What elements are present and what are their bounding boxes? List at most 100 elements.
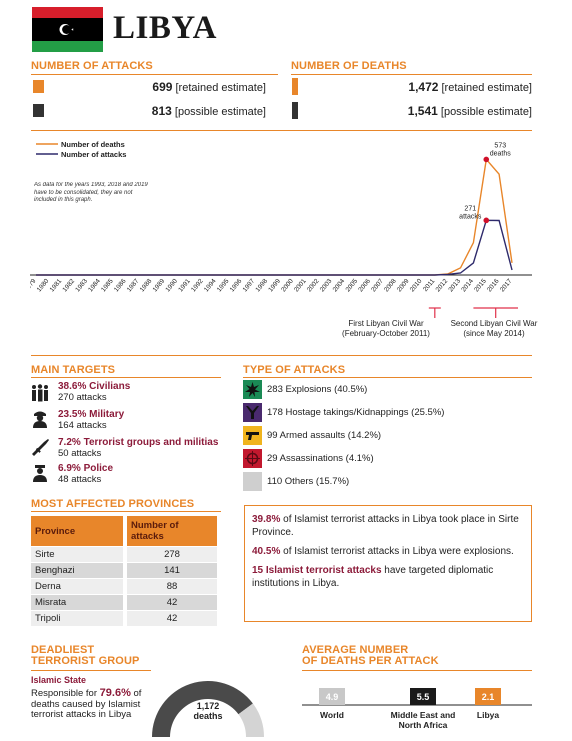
attack-type-hostage: 178 Hostage takings/Kidnappings (25.5%) <box>243 403 444 422</box>
annotation-attacks-label: attacks <box>459 213 482 220</box>
fact-item: 15 Islamist terrorist attacks have targe… <box>252 565 494 589</box>
deaths-retained-bar <box>292 78 298 95</box>
deadliest-donut: 1,172 deaths <box>152 681 264 737</box>
x-tick-label: 1982 <box>61 277 76 293</box>
deaths-attacks-chart: Number of deaths Number of attacks As da… <box>30 140 532 318</box>
deadliest-title: DEADLIEST TERRORIST GROUP <box>31 644 140 667</box>
x-tick-label: 1981 <box>49 277 64 293</box>
provinces-title: MOST AFFECTED PROVINCES <box>31 498 195 510</box>
explosion-icon <box>243 380 262 399</box>
col-province: Province <box>31 516 123 546</box>
x-tick-label: 2001 <box>293 277 308 293</box>
attack-type-armed: 99 Armed assaults (14.2%) <box>243 426 381 445</box>
provinces-table: Province Number of attacks Sirte 278 Beng… <box>31 515 217 627</box>
x-tick-label: 1995 <box>216 277 231 293</box>
x-tick-label: 1985 <box>100 277 115 293</box>
donut-share-segment <box>152 681 253 737</box>
civilians-icon <box>32 384 48 402</box>
peak-attacks-point <box>483 217 490 224</box>
avg-bar-value: 4.9 <box>326 692 339 702</box>
x-tick-label: 2005 <box>344 277 359 293</box>
main-targets-title: MAIN TARGETS <box>31 364 116 376</box>
x-tick-label: 1979 <box>30 277 38 293</box>
x-tick-label: 1980 <box>36 277 51 293</box>
gun-icon <box>243 426 262 445</box>
attack-type-assassinations: 29 Assassinations (4.1%) <box>243 449 374 468</box>
x-tick-label: 2016 <box>486 277 501 293</box>
avg-bar-label-2: North Africa <box>399 720 448 730</box>
x-tick-label: 2007 <box>370 277 385 293</box>
attacks-possible-bar <box>33 104 44 117</box>
x-tick-label: 2017 <box>499 277 514 293</box>
x-tick-label: 1999 <box>267 277 282 293</box>
deadliest-description: Responsible for 79.6% of deaths caused b… <box>31 687 142 720</box>
attack-type-explosions: 283 Explosions (40.5%) <box>243 380 367 399</box>
chart-legend: Number of deaths Number of attacks <box>36 140 126 159</box>
avg-bar-label: Middle East and <box>391 710 456 720</box>
x-tick-label: 1983 <box>74 277 89 293</box>
x-tick-label: 1984 <box>87 277 102 293</box>
x-tick-label: 2010 <box>409 277 424 293</box>
police-icon <box>33 465 47 482</box>
attack-type-others: 110 Others (15.7%) <box>243 472 349 491</box>
fact-item: 40.5% of Islamist terrorist attacks in L… <box>252 546 514 557</box>
x-tick-label: 1998 <box>254 277 269 293</box>
x-tick-label: 2004 <box>332 277 347 293</box>
avg-bar <box>475 688 501 705</box>
table-row: Derna 88 <box>31 579 217 594</box>
hostage-icon <box>243 403 262 422</box>
table-row: Misrata 42 <box>31 595 217 610</box>
x-tick-label: 1991 <box>177 277 192 293</box>
deaths-title: NUMBER OF DEATHS <box>291 60 407 72</box>
x-tick-label: 2008 <box>383 277 398 293</box>
x-tick-label: 1988 <box>139 277 154 293</box>
deaths-possible-bar <box>292 102 298 119</box>
col-attacks: Number of attacks <box>127 516 217 546</box>
x-tick-label: 2012 <box>435 277 450 293</box>
x-tick-label: 2011 <box>422 277 437 293</box>
x-tick-label: 2003 <box>319 277 334 293</box>
fact-item: 39.8% of Islamist terrorist attacks in L… <box>252 514 519 538</box>
x-tick-label: 1992 <box>190 277 205 293</box>
donut-rest-segment <box>238 703 264 737</box>
legend-attacks: Number of attacks <box>61 150 126 159</box>
page-title: LIBYA <box>113 10 217 46</box>
attacks-possible: 813 [possible estimate] <box>151 104 266 118</box>
table-row: Sirte 278 <box>31 547 217 562</box>
military-icon <box>33 411 47 428</box>
target-military: 23.5% Military 164 attacks <box>31 409 124 431</box>
type-of-attacks-title: TYPE OF ATTACKS <box>243 364 346 376</box>
attacks-retained-bar <box>33 80 44 93</box>
x-tick-label: 1987 <box>126 277 141 293</box>
x-tick-label: 1990 <box>164 277 179 293</box>
chart-note: As data for the years 1993, 2018 and 201… <box>34 182 148 203</box>
avg-bar-value: 5.5 <box>417 692 430 702</box>
avg-deaths-title: AVERAGE NUMBER OF DEATHS PER ATTACK <box>302 644 439 667</box>
target-terrorist-groups: 7.2% Terrorist groups and militias 50 att… <box>31 437 218 459</box>
libya-flag <box>32 7 103 52</box>
avg-bar <box>410 688 436 705</box>
facts-box: 39.8% of Islamist terrorist attacks in L… <box>244 505 532 622</box>
x-tick-label: 1994 <box>203 277 218 293</box>
table-row: Tripoli 42 <box>31 611 217 626</box>
target-civilians: 38.6% Civilians 270 attacks <box>31 381 130 403</box>
deadliest-deaths-value: 1,172 <box>197 701 220 711</box>
avg-bar <box>319 688 345 705</box>
x-tick-label: 1989 <box>152 277 167 293</box>
annotation-deaths-label: deaths <box>490 150 512 157</box>
deadliest-deaths-label: deaths <box>193 711 222 721</box>
avg-bar-label: Libya <box>477 710 499 720</box>
x-tick-label: 2013 <box>447 277 462 293</box>
target-police: 6.9% Police 48 attacks <box>31 463 113 485</box>
attacks-title: NUMBER OF ATTACKS <box>31 60 153 72</box>
annotation-attacks-value: 271 <box>464 205 476 212</box>
peak-deaths-point <box>483 156 490 163</box>
annotation-deaths-value: 573 <box>494 142 506 149</box>
x-tick-label: 2014 <box>460 277 475 293</box>
x-tick-label: 2006 <box>357 277 372 293</box>
deaths-possible: 1,541 [possible estimate] <box>407 104 532 118</box>
deaths-retained: 1,472 [retained estimate] <box>408 80 532 94</box>
legend-deaths: Number of deaths <box>61 140 125 149</box>
deadliest-group-name: Islamic State <box>31 675 87 685</box>
